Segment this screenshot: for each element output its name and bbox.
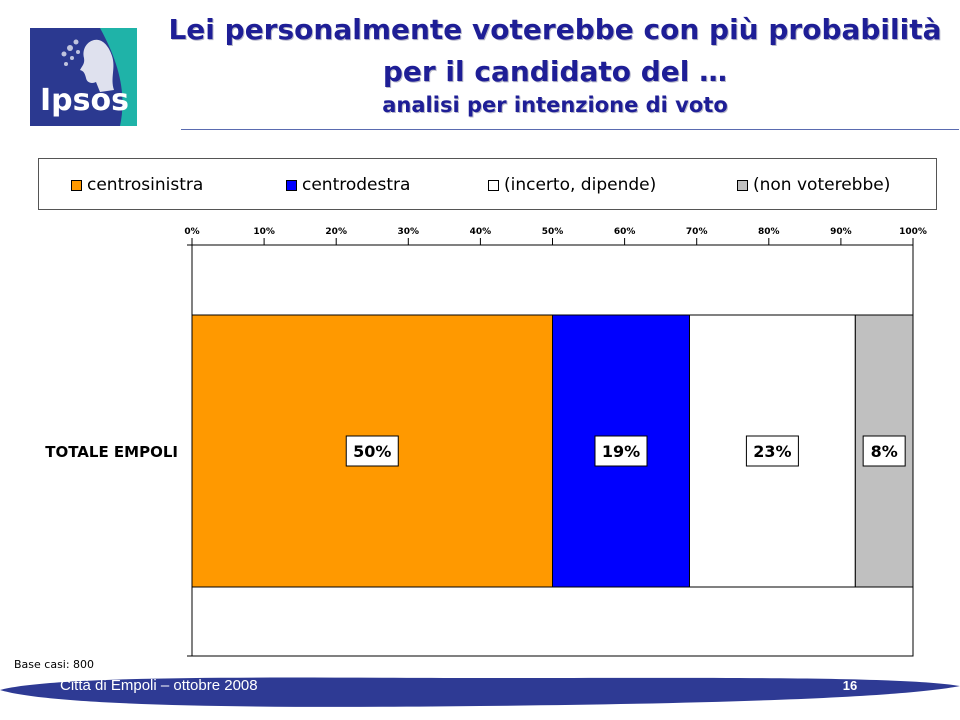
data-label-box bbox=[745, 435, 799, 467]
legend-swatch bbox=[286, 179, 297, 191]
page-subtitle: analisi per intenzione di voto bbox=[382, 93, 728, 117]
legend-label: (non voterebbe) bbox=[753, 175, 891, 195]
legend-swatch bbox=[71, 179, 82, 191]
x-tick-label: 90% bbox=[830, 227, 852, 237]
x-tick-label: 0% bbox=[184, 227, 199, 237]
legend-label: centrodestra bbox=[302, 175, 411, 195]
data-label-box bbox=[862, 435, 906, 467]
x-tick-label: 30% bbox=[398, 227, 420, 237]
legend-label: (incerto, dipende) bbox=[504, 175, 657, 195]
chart-legend: centrosinistra centrodestra (incerto, di… bbox=[38, 158, 937, 210]
page-number: 16 bbox=[842, 678, 858, 693]
x-tick-label: 60% bbox=[614, 227, 636, 237]
x-tick-label: 100% bbox=[899, 227, 927, 237]
legend-label: centrosinistra bbox=[87, 175, 204, 195]
x-tick-label: 80% bbox=[758, 227, 780, 237]
ipsos-logo: Ipsos bbox=[30, 28, 137, 126]
footer-source: Città di Empoli – ottobre 2008 bbox=[60, 677, 258, 694]
page-title: Lei personalmente voterebbe con più prob… bbox=[168, 13, 942, 46]
base-note: Base casi: 800 bbox=[14, 658, 95, 671]
data-label-box bbox=[594, 435, 648, 467]
x-tick-label: 20% bbox=[325, 227, 347, 237]
x-tick-label: 40% bbox=[470, 227, 492, 237]
x-tick-label: 10% bbox=[253, 227, 275, 237]
data-label: 50% bbox=[353, 442, 391, 461]
data-label-box bbox=[345, 435, 399, 467]
legend-item-centrodestra: centrodestra bbox=[286, 175, 410, 195]
title-divider bbox=[181, 129, 959, 130]
legend-swatch bbox=[737, 179, 748, 191]
data-label: 8% bbox=[871, 442, 898, 461]
legend-item-non-voterebbe: (non voterebbe) bbox=[737, 175, 890, 195]
legend-item-centrosinistra: centrosinistra bbox=[71, 175, 203, 195]
logo-text: Ipsos bbox=[40, 83, 129, 118]
category-label: TOTALE EMPOLI bbox=[45, 443, 178, 461]
legend-swatch bbox=[488, 179, 499, 191]
footer-bar bbox=[0, 677, 960, 707]
legend-item-incerto: (incerto, dipende) bbox=[488, 175, 656, 195]
data-label: 19% bbox=[602, 442, 640, 461]
data-label: 23% bbox=[753, 442, 791, 461]
x-tick-label: 70% bbox=[686, 227, 708, 237]
ipsos-logo-graphic: Ipsos bbox=[40, 28, 137, 126]
page-title-line2: per il candidato del … bbox=[382, 55, 728, 88]
x-tick-label: 50% bbox=[542, 227, 564, 237]
